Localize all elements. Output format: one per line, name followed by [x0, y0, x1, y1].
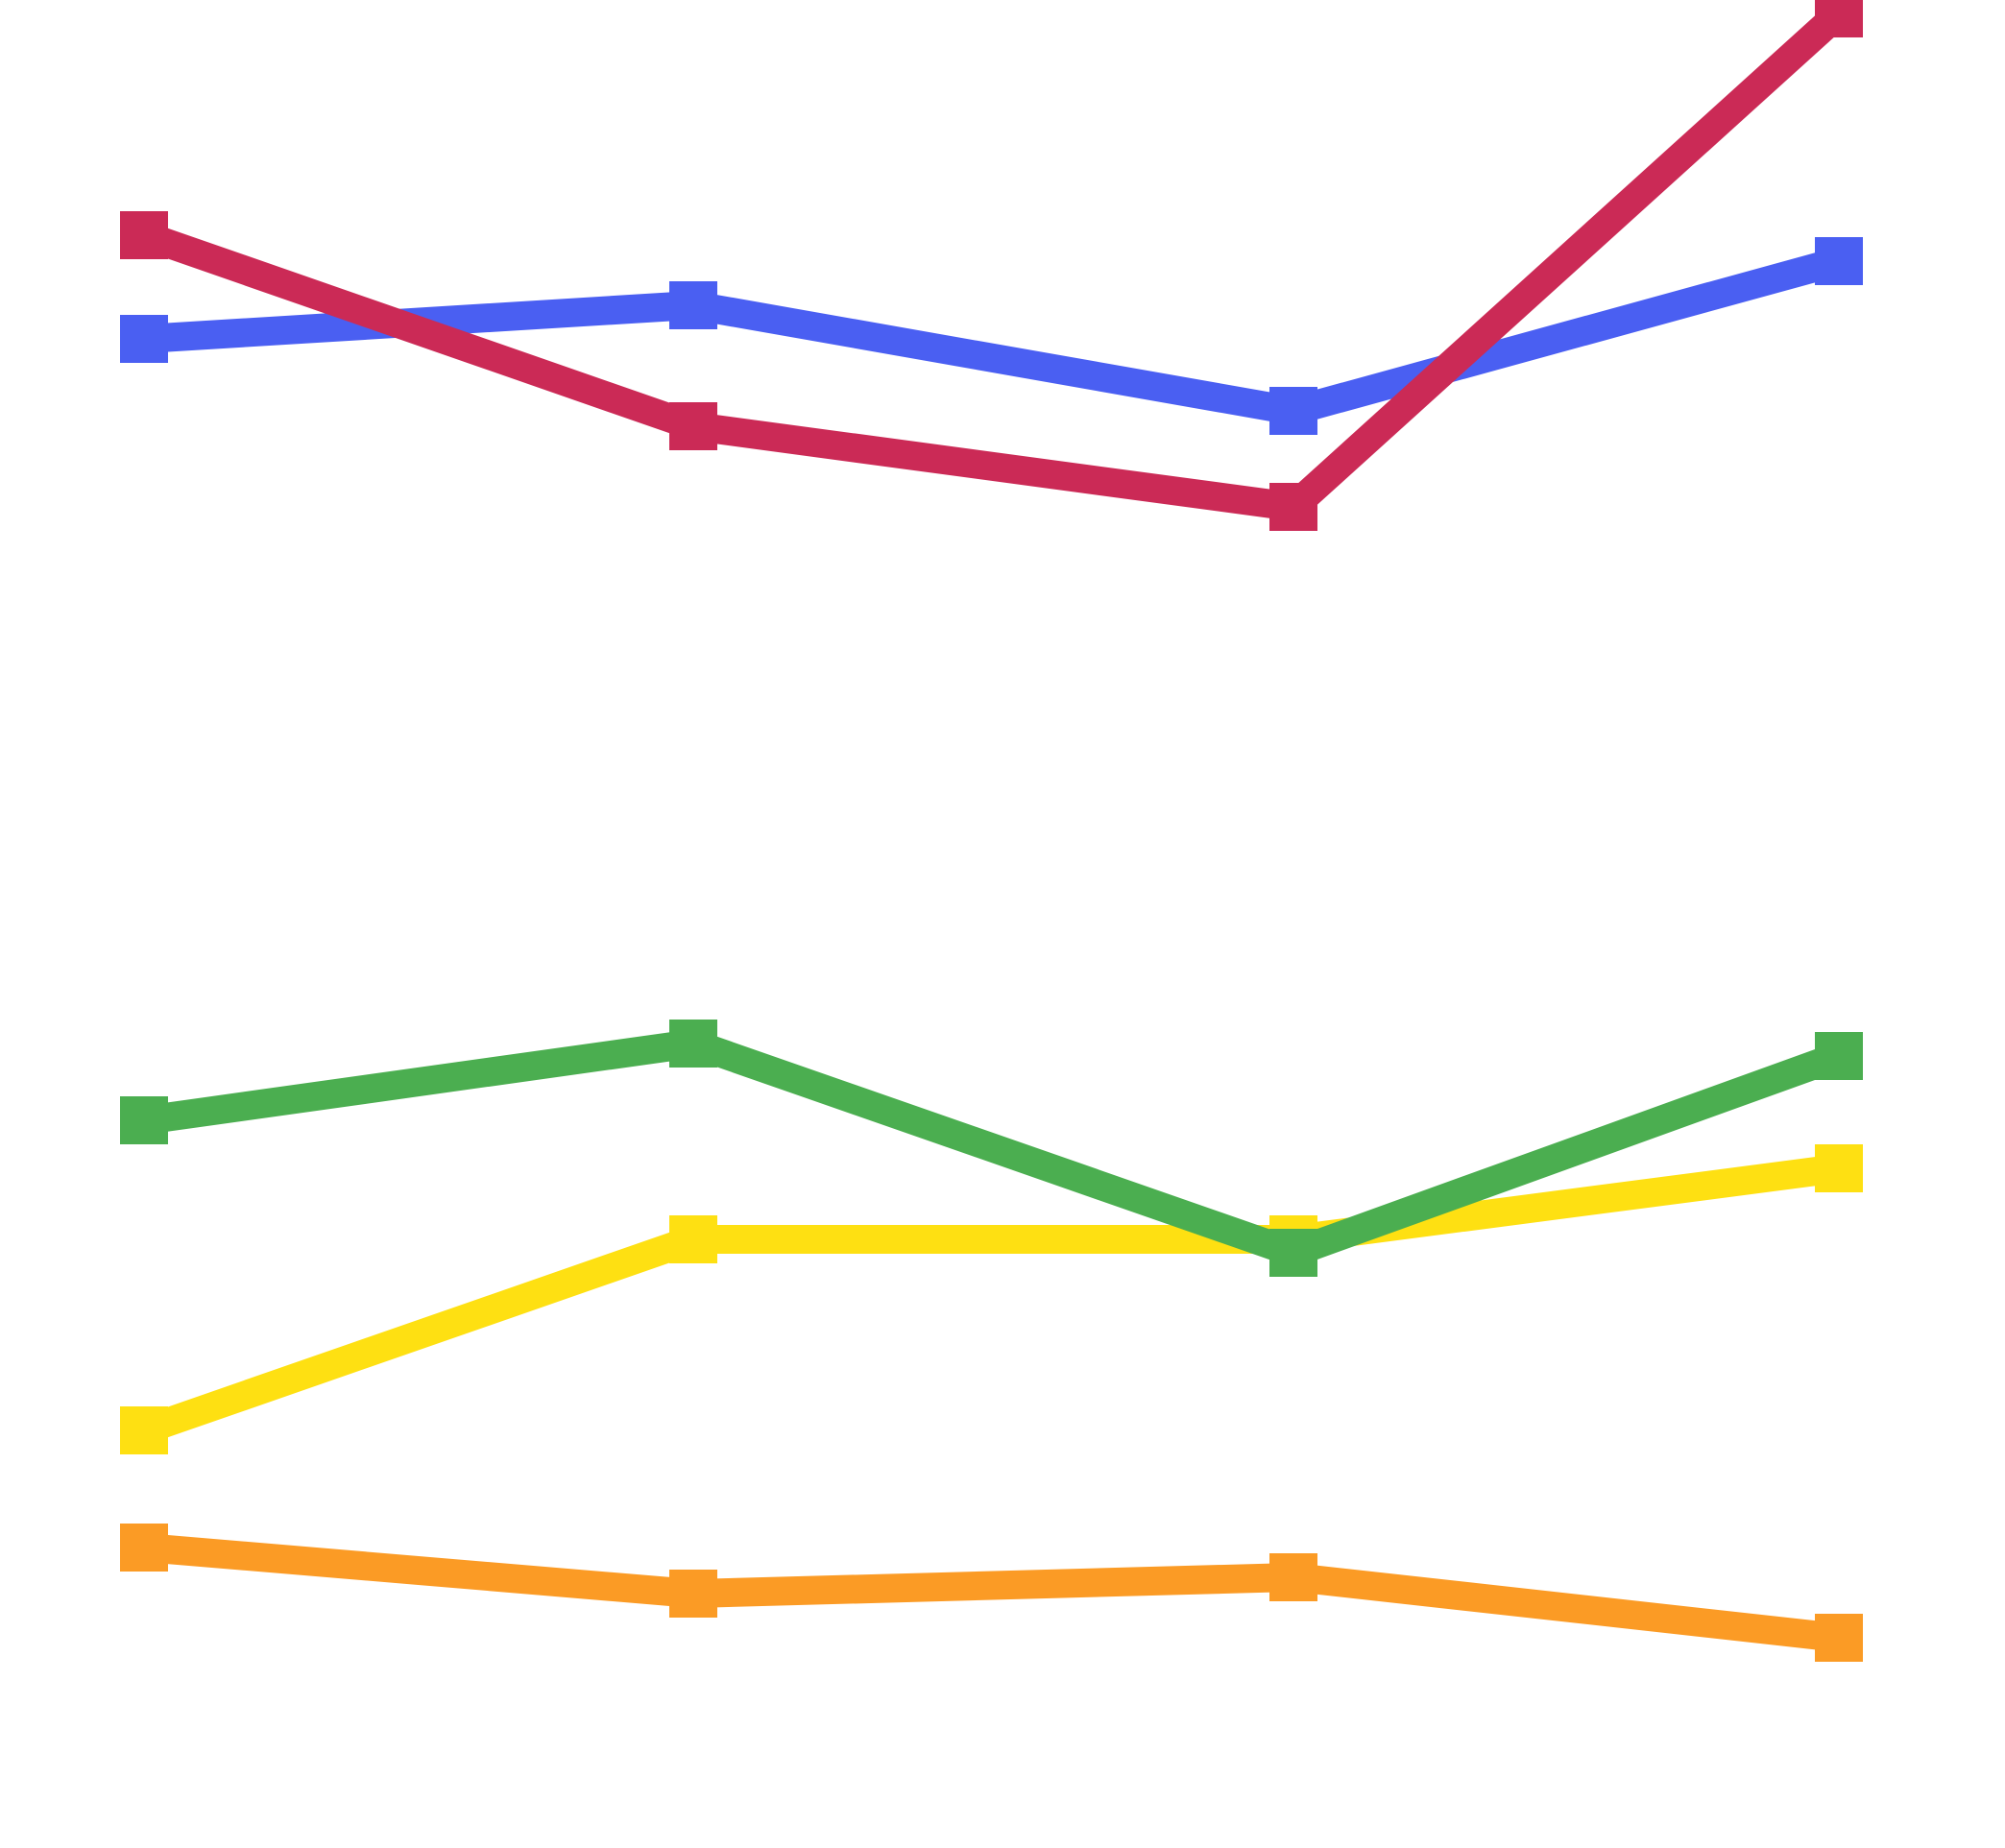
series-crimson: [120, 0, 1863, 531]
series-green-marker-2: [669, 1020, 717, 1068]
series-crimson-marker-2: [669, 402, 717, 450]
series-orange-marker-2: [669, 1570, 717, 1618]
series-yellow-marker-4: [1815, 1144, 1863, 1192]
series-crimson-line: [139, 2, 1849, 521]
series-green: [120, 1020, 1863, 1277]
series-green-marker-1: [120, 1096, 168, 1144]
series-crimson-marker-1: [120, 211, 168, 259]
series-orange-marker-3: [1269, 1553, 1317, 1601]
series-blue-marker-3: [1269, 387, 1317, 435]
series-green-line: [141, 1029, 1845, 1267]
series-green-marker-3: [1269, 1229, 1317, 1277]
series-blue-marker-1: [120, 315, 168, 363]
series-yellow-line: [139, 1154, 1841, 1445]
series-crimson-marker-3: [1269, 483, 1317, 531]
series-yellow-marker-2: [669, 1215, 717, 1263]
series-orange-line: [142, 1533, 1841, 1652]
series-blue-marker-4: [1815, 237, 1863, 285]
series-blue: [120, 237, 1863, 435]
series-blue-marker-2: [669, 281, 717, 329]
series-green-marker-4: [1815, 1032, 1863, 1080]
series-yellow-marker-1: [120, 1406, 168, 1454]
series-crimson-marker-4: [1815, 0, 1863, 37]
series-yellow: [120, 1144, 1863, 1454]
series-orange-marker-1: [120, 1524, 168, 1572]
series-orange: [120, 1524, 1863, 1662]
series-orange-marker-4: [1815, 1614, 1863, 1662]
